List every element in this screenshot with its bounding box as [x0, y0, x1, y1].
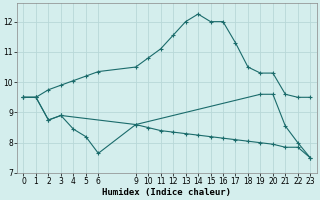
X-axis label: Humidex (Indice chaleur): Humidex (Indice chaleur) [102, 188, 231, 197]
